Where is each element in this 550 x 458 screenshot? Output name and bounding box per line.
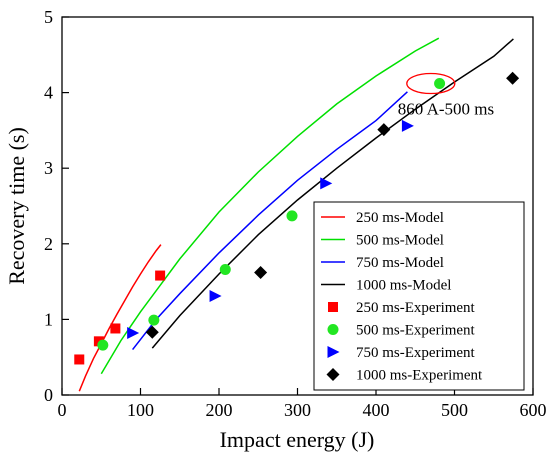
annotation-ellipse	[406, 72, 456, 95]
y-tick-label: 5	[44, 7, 53, 27]
data-point-1000-ms-experiment	[506, 71, 520, 85]
legend-swatch-250-ms-experiment	[328, 302, 338, 312]
y-tick-label: 3	[44, 158, 53, 178]
x-tick-label: 400	[363, 400, 390, 420]
annotation-label: 860 A-500 ms	[398, 100, 494, 119]
x-tick-label: 100	[127, 400, 154, 420]
legend-label-250-ms-model: 250 ms-Model	[356, 210, 444, 226]
data-point-500-ms-experiment	[434, 78, 446, 90]
plot-elements: 0 100 200 300 400 500 600 0 1 2 3 4 5	[44, 7, 547, 420]
x-tick-label: 500	[441, 400, 468, 420]
x-tick-label: 0	[58, 400, 67, 420]
data-point-750-ms-experiment	[401, 119, 414, 132]
x-axis-title: Impact energy (J)	[220, 427, 375, 452]
legend: 250 ms-Model 500 ms-Model 750 ms-Model 1000…	[313, 201, 525, 391]
y-tick-label: 2	[44, 234, 53, 254]
legend-swatch-500-ms-experiment	[327, 324, 339, 335]
data-point-750-ms-experiment	[127, 327, 140, 340]
legend-label-750-ms-experiment: 750 ms-Experiment	[356, 345, 476, 361]
legend-swatch-1000-ms-experiment	[326, 368, 340, 381]
legend-label-250-ms-experiment: 250 ms-Experiment	[356, 300, 476, 316]
data-point-1000-ms-experiment	[377, 123, 391, 137]
data-point-1000-ms-experiment	[254, 266, 268, 280]
x-tick-label: 200	[206, 400, 233, 420]
data-point-750-ms-experiment	[209, 289, 222, 302]
x-tick-label: 300	[284, 400, 311, 420]
data-point-500-ms-experiment	[97, 339, 109, 351]
plot-frame	[61, 16, 534, 396]
series-line-750-ms-model	[132, 91, 408, 351]
legend-label-1000-ms-model: 1000 ms-Model	[356, 278, 451, 294]
legend-label-1000-ms-experiment: 1000 ms-Experiment	[356, 368, 483, 384]
y-tick-label: 1	[44, 309, 53, 329]
y-axis-title: Recovery time (s)	[4, 127, 29, 285]
data-point-750-ms-experiment	[320, 177, 333, 190]
data-point-250-ms-experiment	[110, 323, 121, 334]
legend-swatch-750-ms-experiment	[327, 346, 340, 358]
series-line-250-ms-model	[78, 244, 162, 392]
data-point-500-ms-experiment	[286, 210, 298, 222]
y-tick-label: 4	[44, 83, 53, 103]
series-line-1000-ms-model	[151, 38, 514, 349]
data-point-250-ms-experiment	[74, 354, 85, 365]
data-point-250-ms-experiment	[155, 270, 166, 281]
x-tick-label: 600	[520, 400, 547, 420]
data-point-1000-ms-experiment	[145, 325, 159, 339]
legend-label-500-ms-model: 500 ms-Model	[356, 233, 444, 249]
legend-label-500-ms-experiment: 500 ms-Experiment	[356, 323, 476, 339]
y-tick-label: 0	[44, 385, 53, 405]
data-point-500-ms-experiment	[219, 264, 231, 276]
data-point-500-ms-experiment	[148, 314, 160, 326]
legend-label-750-ms-model: 750 ms-Model	[356, 255, 444, 271]
legend-box	[313, 201, 525, 391]
series-line-500-ms-model	[100, 37, 440, 375]
